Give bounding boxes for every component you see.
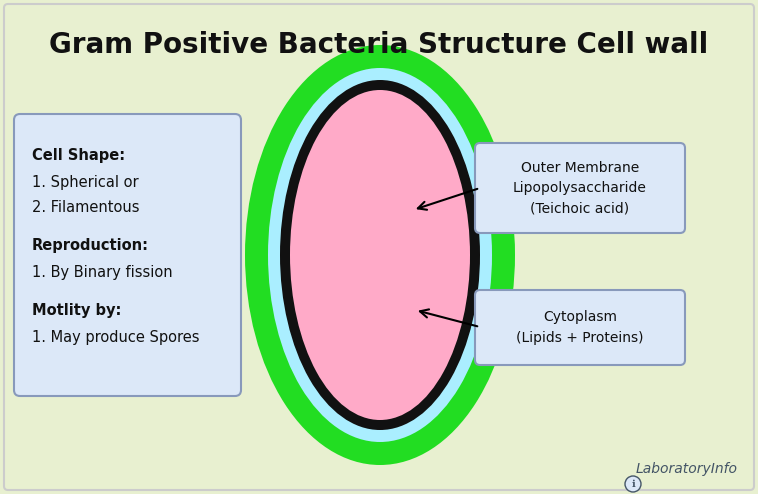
FancyBboxPatch shape bbox=[4, 4, 754, 490]
FancyBboxPatch shape bbox=[475, 290, 685, 365]
Text: 2. Filamentous: 2. Filamentous bbox=[32, 200, 139, 215]
Text: 1. May produce Spores: 1. May produce Spores bbox=[32, 330, 199, 345]
Text: (Teichoic acid): (Teichoic acid) bbox=[531, 201, 630, 215]
Text: Cell Shape:: Cell Shape: bbox=[32, 148, 125, 163]
Ellipse shape bbox=[268, 68, 492, 442]
Text: Cytoplasm: Cytoplasm bbox=[543, 310, 617, 324]
Ellipse shape bbox=[290, 90, 470, 420]
Text: ℹ: ℹ bbox=[631, 479, 635, 489]
Text: LaboratoryInfo: LaboratoryInfo bbox=[636, 462, 738, 476]
Text: 1. By Binary fission: 1. By Binary fission bbox=[32, 265, 173, 280]
Ellipse shape bbox=[245, 45, 515, 465]
Text: Reproduction:: Reproduction: bbox=[32, 238, 149, 253]
Text: Gram Positive Bacteria Structure Cell wall: Gram Positive Bacteria Structure Cell wa… bbox=[49, 31, 709, 59]
Ellipse shape bbox=[280, 80, 480, 430]
FancyBboxPatch shape bbox=[14, 114, 241, 396]
Text: 1. Spherical or: 1. Spherical or bbox=[32, 175, 139, 190]
Text: Outer Membrane: Outer Membrane bbox=[521, 161, 639, 175]
Text: Lipopolysaccharide: Lipopolysaccharide bbox=[513, 181, 647, 195]
FancyBboxPatch shape bbox=[475, 143, 685, 233]
Text: (Lipids + Proteins): (Lipids + Proteins) bbox=[516, 331, 644, 345]
Text: Motlity by:: Motlity by: bbox=[32, 303, 121, 318]
Circle shape bbox=[625, 476, 641, 492]
